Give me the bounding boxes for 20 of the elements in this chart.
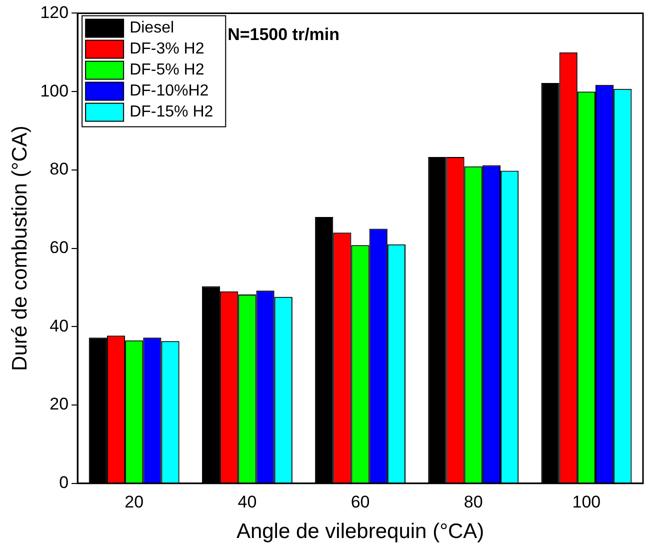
x-tick-label: 60 [350, 492, 370, 512]
y-tick-label: 0 [59, 473, 69, 492]
y-axis-title: Duré de combustion (°CA) [8, 126, 32, 371]
x-axis-title: Angle de vilebrequin (°CA) [236, 520, 484, 544]
x-tick-label: 40 [238, 492, 257, 512]
legend-label: Diesel [130, 20, 174, 37]
legend-label: DF-5% H2 [130, 62, 204, 79]
x-tick-label: 20 [124, 492, 144, 512]
legend-label: DF-3% H2 [130, 40, 204, 58]
legend-label: DF-15% H2 [130, 104, 214, 121]
y-tick-label: 20 [50, 394, 69, 414]
y-tick-label: 60 [50, 238, 69, 257]
y-tick-label: 40 [50, 316, 69, 336]
x-tick-label: 100 [572, 492, 601, 512]
y-tick-label: 80 [50, 160, 69, 179]
y-tick-label: 100 [40, 81, 69, 100]
y-tick-label: 120 [40, 2, 69, 22]
x-tick-label: 80 [464, 492, 483, 512]
annotation: N=1500 tr/min [228, 24, 340, 44]
legend-label: DF-10%H2 [130, 82, 209, 100]
